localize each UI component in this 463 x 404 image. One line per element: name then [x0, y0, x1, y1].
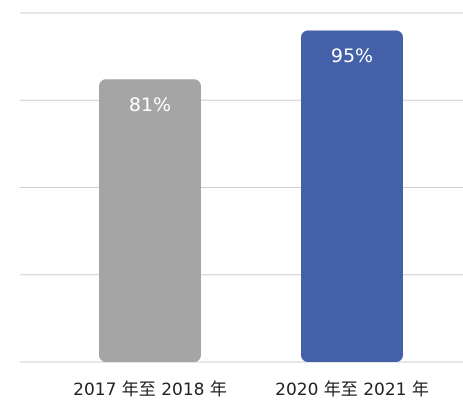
bar [99, 79, 201, 362]
x-tick-label: 2020 年至 2021 年 [275, 380, 429, 400]
value-label: 95% [331, 45, 373, 67]
x-tick-label: 2017 年至 2018 年 [73, 380, 227, 400]
value-label: 81% [129, 94, 171, 116]
bar [301, 30, 403, 362]
